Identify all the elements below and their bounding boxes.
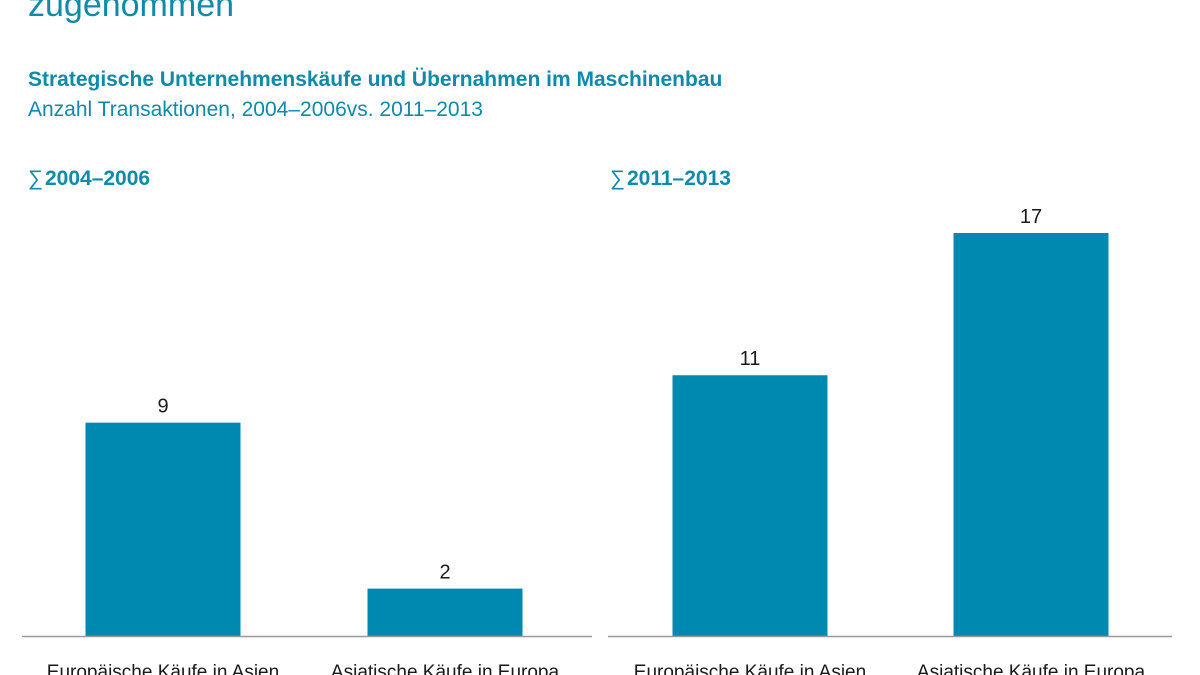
panel-title-2011-2013: ∑2011–2013 <box>610 167 731 191</box>
bar-2-2 <box>953 233 1109 636</box>
data-label: 9 <box>157 396 168 418</box>
data-label: 17 <box>1020 206 1042 228</box>
panel-title-label: 2011–2013 <box>626 167 731 190</box>
bar-2-1 <box>672 375 828 636</box>
panel-title-2004-2006: ∑2004–2006 <box>28 167 150 191</box>
panel-title-label: 2004–2006 <box>44 167 151 190</box>
data-label: 11 <box>740 348 761 370</box>
sigma-symbol: ∑ <box>610 167 625 190</box>
chart-title: Strategische Unternehmenskäufe und Übern… <box>28 68 723 91</box>
category-label: Asiatische Käufe in Europa <box>917 662 1146 675</box>
chart-subtitle: Anzahl Transaktionen, 2004–2006vs. 2011–… <box>28 98 483 121</box>
category-label: Asiatische Käufe in Europa <box>331 662 560 675</box>
category-label: Europäische Käufe in Asien <box>47 662 279 675</box>
bar-1-1 <box>85 422 241 636</box>
headline: zugenommen <box>28 0 235 24</box>
bar-1-2 <box>367 588 523 636</box>
category-label: Europäische Käufe in Asien <box>634 662 866 675</box>
sigma-symbol: ∑ <box>28 167 43 190</box>
data-label: 2 <box>439 562 450 584</box>
